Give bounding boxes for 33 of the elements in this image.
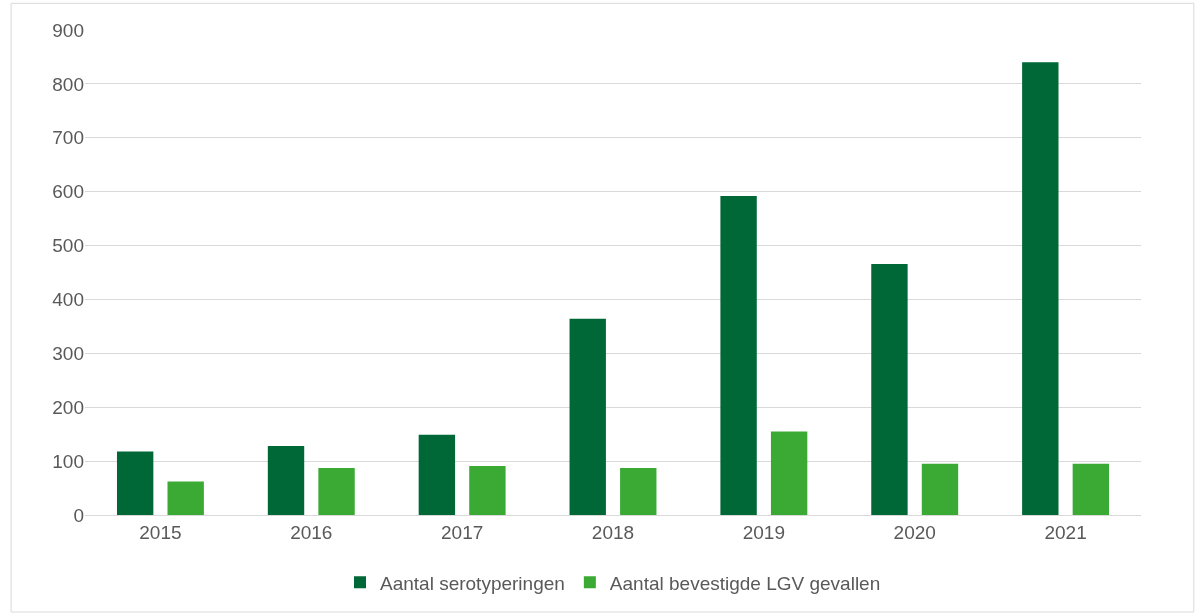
x-tick-label: 2018 <box>591 521 635 543</box>
bar <box>418 434 456 515</box>
x-tick-label: 2019 <box>742 521 785 543</box>
x-tick-label: 2021 <box>1044 521 1087 543</box>
x-tick-label: 2017 <box>441 521 484 543</box>
x-tick-label: 2020 <box>893 521 936 543</box>
y-tick-label: 500 <box>52 235 84 257</box>
y-tick-label: 200 <box>52 396 84 418</box>
bar <box>1022 62 1059 515</box>
bar <box>267 446 305 515</box>
bar <box>469 465 506 515</box>
bar <box>620 468 657 515</box>
y-tick-label: 300 <box>52 342 84 364</box>
bar <box>318 468 355 515</box>
y-tick-label: 400 <box>52 289 84 311</box>
legend-label: Aantal bevestigde LGV gevallen <box>609 572 881 594</box>
bar <box>871 263 908 515</box>
y-tick-label: 700 <box>52 127 84 149</box>
bar <box>569 318 606 515</box>
bar <box>770 431 808 515</box>
bar <box>116 451 154 515</box>
y-tick-label: 100 <box>52 450 84 472</box>
y-tick-label: 800 <box>52 73 84 95</box>
y-tick-label: 0 <box>73 504 84 526</box>
x-tick-label: 2016 <box>290 521 333 543</box>
bar <box>167 481 204 515</box>
bar <box>1072 463 1110 515</box>
y-tick-label: 600 <box>52 181 84 203</box>
bar <box>720 195 757 515</box>
legend-label: Aantal serotyperingen <box>380 572 565 594</box>
y-tick-label: 900 <box>52 19 84 41</box>
x-tick-label: 2015 <box>139 521 182 543</box>
bar <box>921 463 959 515</box>
